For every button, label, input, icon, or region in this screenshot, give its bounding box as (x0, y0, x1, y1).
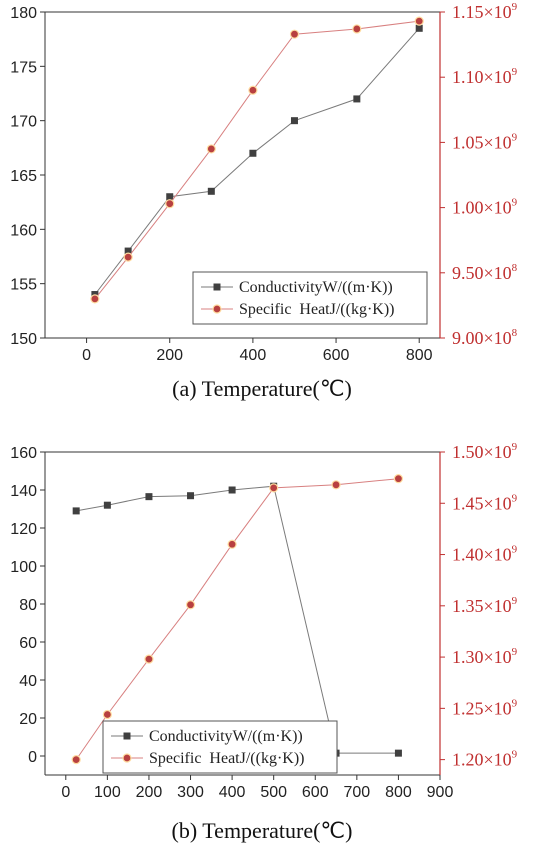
x-tick-label: 600 (302, 784, 329, 801)
conductivity-point (166, 193, 174, 201)
conductivity-point (415, 24, 423, 32)
specific-heat-point (289, 29, 300, 39)
legend-box (192, 271, 428, 325)
conductivity-point (124, 247, 132, 255)
specific-heat-point (165, 199, 175, 209)
panel-caption: (b) Temperature(℃) (172, 818, 353, 843)
legend: ConductivityW/((m·K)) Specific HeatJ/((kg… (192, 271, 428, 325)
right-y-tick-label: 1.45×109 (452, 492, 518, 513)
legend-label: Specific HeatJ/((kg·K)) (149, 750, 305, 767)
x-tick-label: 600 (323, 347, 350, 364)
specific-heat-point (102, 709, 112, 720)
specific-heat-point (144, 654, 154, 664)
conductivity-point (394, 749, 402, 757)
right-y-tick-label: 1.40×109 (452, 544, 518, 565)
conductivity-point (228, 486, 236, 494)
legend-circle-marker (212, 304, 222, 314)
left-y-tick-label: 160 (10, 222, 37, 239)
conductivity-point (103, 501, 111, 509)
specific-heat-point (393, 474, 404, 484)
left-y-tick-label: 0 (28, 749, 37, 766)
legend-square-marker (213, 283, 221, 291)
left-y-tick-label: 120 (10, 521, 37, 538)
conductivity-point (207, 187, 215, 195)
legend-circle-marker (122, 753, 132, 763)
specific-heat-point (331, 480, 341, 490)
conductivity-point (72, 507, 80, 515)
x-tick-label: 200 (136, 784, 163, 801)
x-tick-label: 0 (82, 347, 91, 364)
conductivity-point (187, 492, 195, 500)
conductivity-point (353, 95, 361, 103)
legend-label: ConductivityW/((m·K)) (239, 279, 393, 296)
legend-label: ConductivityW/((m·K)) (149, 728, 303, 745)
chart-panel-b: 0 100 200 300 400 500 600 700 800 900 0 20 40 60 80 100… (10, 441, 517, 843)
legend-box (102, 720, 338, 774)
left-y-tick-label: 150 (10, 331, 37, 348)
right-y-tick-label: 1.20×109 (452, 749, 518, 770)
x-tick-label: 400 (240, 347, 267, 364)
left-y-tick-label: 175 (10, 59, 37, 76)
right-y-tick-label: 1.05×109 (452, 131, 518, 152)
left-y-tick-label: 180 (10, 5, 37, 22)
specific-heat-point (90, 294, 100, 304)
right-y-tick-label: 1.10×109 (452, 66, 518, 87)
left-y-tick-label: 60 (19, 635, 37, 652)
x-tick-label: 200 (156, 347, 183, 364)
right-y-tick-label: 1.15×109 (452, 1, 518, 22)
series-line-specific-heat (94, 20, 420, 300)
x-tick-label: 400 (219, 784, 246, 801)
specific-heat-point (352, 24, 362, 34)
x-tick-label: 300 (177, 784, 204, 801)
right-y-tick-label: 1.30×109 (452, 646, 518, 667)
chart-panel-a: 0 200 400 600 800 150 155 160 165 170 175 180 9.00×1… (10, 1, 517, 401)
x-tick-label: 900 (427, 784, 454, 801)
x-tick-label: 700 (343, 784, 370, 801)
specific-heat-point (227, 539, 237, 549)
legend-label: Specific HeatJ/((kg·K)) (239, 301, 395, 318)
left-y-tick-label: 165 (10, 168, 37, 185)
x-tick-label: 800 (406, 347, 433, 364)
left-y-tick-label: 80 (19, 597, 37, 614)
legend-square-marker (123, 732, 131, 740)
specific-heat-point (185, 600, 196, 610)
conductivity-point (145, 493, 153, 501)
panel-caption: (a) Temperature(℃) (172, 376, 352, 401)
series-line-conductivity (76, 485, 399, 754)
right-y-tick-label: 1.25×109 (452, 697, 518, 718)
series-line-specific-heat (75, 478, 399, 760)
specific-heat-point (269, 483, 279, 493)
specific-heat-point (123, 252, 133, 262)
x-tick-label: 500 (260, 784, 287, 801)
specific-heat-point (248, 85, 258, 95)
x-tick-label: 800 (385, 784, 412, 801)
left-y-tick-label: 160 (10, 445, 37, 462)
right-y-tick-label: 9.00×108 (452, 327, 518, 348)
legend: ConductivityW/((m·K)) Specific HeatJ/((kg… (102, 720, 338, 774)
left-y-tick-label: 170 (10, 114, 37, 131)
specific-heat-point (206, 144, 216, 154)
left-y-tick-label: 100 (10, 559, 37, 576)
right-y-tick-label: 1.50×109 (452, 441, 518, 462)
specific-heat-point (414, 16, 424, 26)
conductivity-point (290, 117, 298, 125)
left-y-tick-label: 20 (19, 711, 37, 728)
conductivity-point (249, 149, 257, 157)
right-y-tick-label: 1.00×109 (452, 197, 518, 218)
left-y-tick-label: 140 (10, 483, 37, 500)
right-y-tick-label: 1.35×109 (452, 595, 518, 616)
right-y-tick-label: 9.50×108 (452, 262, 518, 283)
specific-heat-point (71, 755, 81, 765)
x-tick-label: 100 (94, 784, 121, 801)
x-tick-label: 0 (61, 784, 70, 801)
series-line-conductivity (94, 27, 420, 295)
left-y-tick-label: 155 (10, 277, 37, 294)
left-y-tick-label: 40 (19, 673, 37, 690)
